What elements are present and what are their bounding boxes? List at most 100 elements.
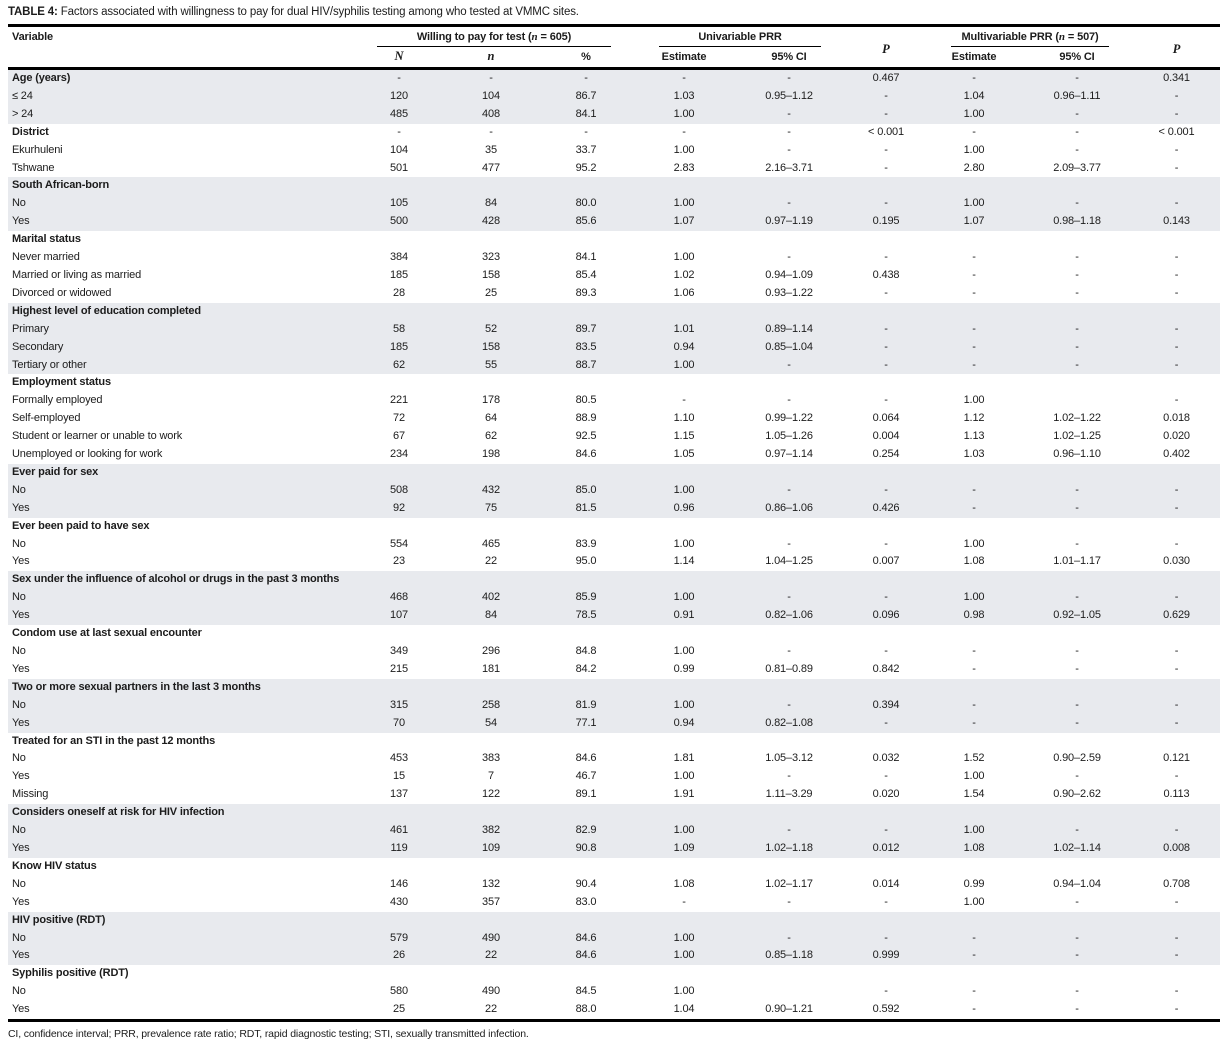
value-cell (445, 231, 537, 249)
value-cell (927, 804, 1021, 822)
value-cell (353, 303, 445, 321)
value-cell: - (1075, 322, 1079, 335)
value-cell: 215 (390, 662, 408, 675)
value-cell: - (884, 537, 888, 550)
value-cell (537, 518, 635, 536)
value-cell (733, 571, 845, 589)
value-cell: - (884, 197, 888, 210)
value-cell: 1.03 (963, 448, 985, 461)
value-cell: 0.91 (673, 609, 695, 622)
value-cell: 0.999 (872, 949, 900, 962)
value-cell (1021, 858, 1133, 876)
value-cell: - (682, 72, 686, 84)
value-cell: - (1075, 125, 1079, 138)
value-cell (635, 374, 733, 392)
value-cell: 1.02–1.14 (1053, 841, 1101, 854)
value-cell: - (787, 394, 791, 407)
value-cell (445, 804, 537, 822)
value-cell: 0.195 (872, 215, 900, 228)
value-cell (445, 571, 537, 589)
value-cell: - (884, 716, 888, 729)
value-cell (353, 679, 445, 697)
value-cell: 579 (390, 931, 408, 944)
group-uni-label: Univariable PRR (698, 31, 782, 43)
value-cell: 0.143 (1163, 215, 1190, 228)
value-cell: - (884, 322, 888, 335)
variable-cell: Yes (12, 841, 30, 854)
column-header-percent: % (581, 50, 591, 63)
value-cell: - (787, 591, 791, 604)
value-cell: 84.1 (575, 251, 597, 264)
table-row: Yes 26 22 84.6 1.00 0.85–1.18 0.999 - - - (8, 947, 1221, 966)
value-cell (733, 965, 845, 983)
value-cell: 258 (482, 698, 500, 711)
value-cell: - (1075, 358, 1079, 371)
variable-cell: No (12, 985, 26, 998)
value-cell: - (1174, 662, 1179, 675)
value-cell: 1.01–1.17 (1053, 555, 1101, 568)
value-cell (445, 679, 537, 697)
variable-cell: > 24 (12, 107, 34, 120)
variable-cell: No (12, 877, 26, 890)
table-row: No 468 402 85.9 1.00 - - 1.00 - - (8, 589, 1221, 608)
value-cell: 1.06 (673, 286, 695, 299)
group-multi-pre: Multivariable PRR ( (961, 31, 1059, 43)
value-cell (1021, 518, 1133, 536)
value-cell: - (397, 125, 401, 138)
value-cell: 0.99 (673, 662, 695, 675)
value-cell: - (1075, 537, 1079, 550)
value-cell (537, 571, 635, 589)
table-row: Yes 119 109 90.8 1.09 1.02–1.18 0.012 1.08 1.02–… (8, 839, 1221, 858)
value-cell: - (1174, 286, 1179, 299)
value-cell: - (1075, 197, 1079, 210)
table-body: Age (years) - - - - - 0.467 - - 0.341 ≤ 24 120 104 86… (8, 68, 1221, 1021)
variable-cell: Formally employed (12, 394, 103, 407)
value-cell: - (682, 394, 686, 407)
table-row: No 580 490 84.5 1.00 - - - - (8, 983, 1220, 1001)
value-cell: 85.4 (575, 268, 597, 281)
value-cell: 296 (482, 645, 500, 657)
table-row: Primary 58 52 89.7 1.01 0.89–1.14 - - - - (8, 320, 1221, 339)
value-cell: - (1174, 1003, 1179, 1016)
table-caption: TABLE 4: Factors associated with willing… (8, 3, 1220, 24)
variable-cell: Highest level of education completed (12, 304, 201, 317)
variable-cell: No (12, 824, 26, 837)
value-cell: - (884, 107, 888, 120)
value-cell (733, 374, 845, 392)
value-cell (1021, 392, 1133, 410)
value-cell: 185 (390, 268, 408, 281)
value-cell: 158 (482, 268, 500, 281)
value-cell: 104 (390, 143, 408, 156)
group-row: Considers oneself at risk for HIV infect… (8, 804, 1221, 823)
value-cell: 1.03 (673, 89, 695, 102)
value-cell: - (972, 286, 976, 299)
value-cell (1021, 912, 1133, 930)
value-cell (635, 464, 733, 482)
value-cell: 109 (482, 841, 500, 854)
results-table: Variable Willing to pay for test (n = 60… (8, 24, 1221, 1023)
table-row: Self-employed 72 64 88.9 1.10 0.99–1.22 0.064 1… (8, 410, 1220, 428)
variable-cell: Yes (12, 895, 30, 908)
value-cell: 0.030 (1163, 555, 1190, 568)
value-cell (1021, 625, 1133, 643)
value-cell: 81.9 (575, 698, 597, 711)
value-cell: - (1075, 645, 1079, 657)
value-cell (353, 571, 445, 589)
value-cell: 1.05–3.12 (765, 752, 813, 765)
value-cell (635, 625, 733, 643)
value-cell (845, 733, 927, 751)
value-cell (927, 464, 1021, 482)
value-cell (845, 303, 927, 321)
value-cell (1133, 965, 1220, 983)
value-cell: 1.00 (673, 591, 695, 604)
table-row: ≤ 24 120 104 86.7 1.03 0.95–1.12 - 1.04 0.96–1.1… (8, 87, 1221, 106)
value-cell: 89.3 (575, 286, 597, 299)
value-cell: - (1174, 824, 1179, 837)
variable-cell: No (12, 591, 26, 604)
value-cell: - (1075, 949, 1079, 962)
value-cell (635, 965, 733, 983)
value-cell (927, 679, 1021, 697)
value-cell: - (787, 143, 791, 156)
value-cell: 1.00 (673, 107, 695, 120)
variable-cell: Ekurhuleni (12, 143, 63, 156)
